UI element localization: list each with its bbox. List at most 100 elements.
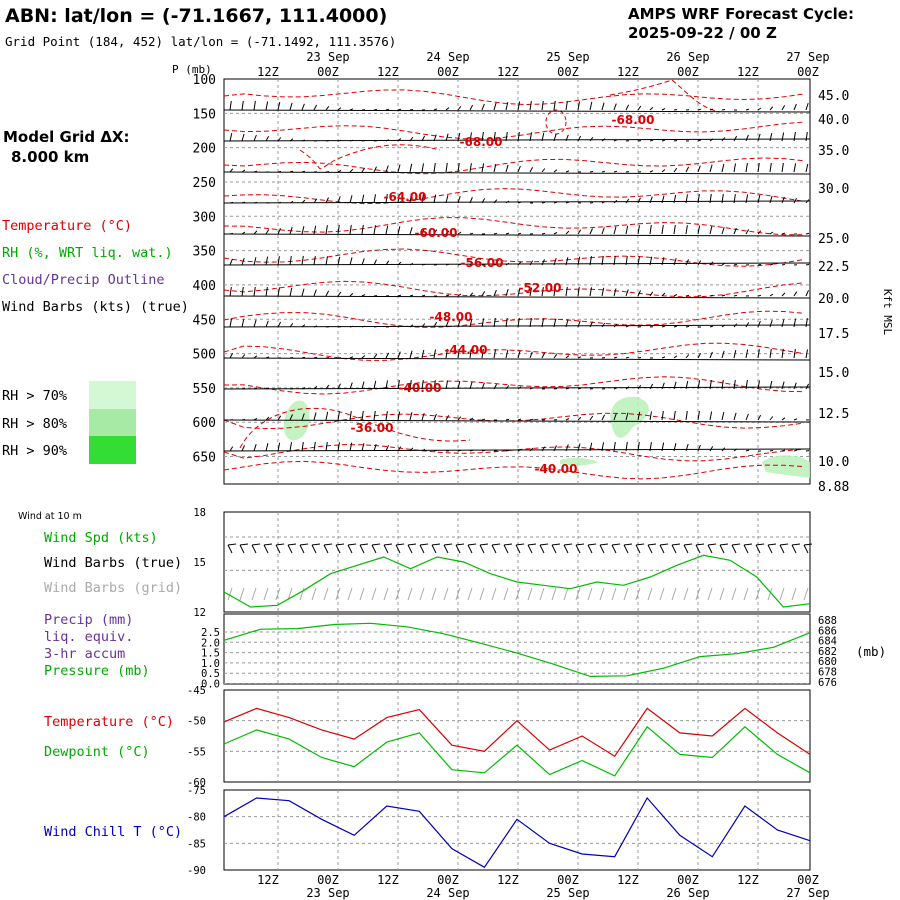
wind-barb (731, 543, 741, 546)
wind-barb (757, 414, 762, 421)
wind-barb (467, 544, 473, 554)
wind-barb (515, 543, 525, 546)
wind-barb (443, 543, 453, 546)
bottom-date-tick: 25 Sep (546, 886, 589, 900)
wind-barb-grid (239, 587, 245, 601)
wind-barb (409, 447, 414, 452)
wind-barb (541, 100, 544, 111)
wind-barb (505, 349, 509, 359)
pressure-tick-label: 550 (193, 382, 216, 397)
wind-barb (769, 416, 774, 421)
wind-barb (505, 164, 509, 173)
wind-barb (287, 544, 293, 554)
wind-barb (649, 107, 654, 111)
wind-barb (433, 108, 438, 111)
wind-barb (299, 543, 309, 546)
legend-cloud: Cloud/Precip Outline (2, 272, 165, 288)
wind-barb (625, 104, 630, 111)
pressure-tick-label: 400 (193, 279, 216, 294)
wind-barb (289, 170, 294, 173)
wind-barb (359, 543, 369, 546)
wind-barb (325, 225, 328, 235)
wind-barb (409, 350, 413, 359)
wind-barb (551, 543, 561, 546)
wind-barb (277, 137, 282, 142)
rh-90-swatch (89, 436, 136, 464)
wind-barb (457, 231, 462, 235)
wind-barb (721, 262, 726, 266)
wind-barb (577, 356, 582, 359)
wind-barb (745, 413, 749, 421)
bottom-time-tick: 12Z (257, 873, 279, 887)
wind-barb (349, 325, 354, 328)
wind-barb-grid (491, 587, 497, 601)
bottom-date-tick: 26 Sep (666, 886, 709, 900)
wind-barb (481, 418, 486, 421)
wind-chill-line (223, 796, 811, 869)
wind-barb (457, 195, 461, 204)
wind-barb (457, 449, 462, 452)
bottom-time-tick: 00Z (557, 873, 579, 887)
temperature-contour (224, 89, 805, 106)
wind-barb (541, 232, 546, 235)
wind-barb (289, 200, 294, 204)
wind-barb (565, 286, 568, 297)
wind-barb-shaft-line (224, 109, 810, 113)
wind-barb (469, 263, 474, 266)
temperature-contour (224, 310, 805, 328)
wind-speed-line (223, 554, 811, 608)
wind-barb (491, 543, 501, 546)
height-tick-label: 40.0 (818, 113, 849, 128)
wind-barb-grid (671, 587, 677, 601)
wind-barb (659, 544, 665, 554)
rh-region (560, 457, 598, 466)
wind-barb (347, 544, 353, 554)
wind-barb (755, 544, 761, 554)
wind-barb (721, 108, 726, 111)
wind-barb (757, 320, 761, 328)
wind-barb (289, 255, 292, 266)
wind-barb (397, 193, 400, 204)
wind-barb (349, 356, 354, 359)
wind-barb (241, 201, 246, 204)
wind-barb (565, 418, 570, 421)
wind-barb (733, 194, 736, 204)
wind-barb (709, 164, 713, 173)
wind-barb (335, 543, 345, 546)
pressure-unit: (mb) (856, 644, 886, 659)
wind-barb (637, 441, 640, 452)
wind-barb (301, 199, 306, 204)
pressure-line (223, 622, 811, 678)
grid-point-subtitle: Grid Point (184, 452) lat/lon = (-71.149… (5, 34, 396, 49)
rh-80-label: RH > 80% (2, 416, 67, 432)
wind-barb (263, 543, 273, 546)
bottom-time-tick: 00Z (677, 873, 699, 887)
wind-barb (733, 135, 738, 142)
pressure-tick-label: 678 (818, 667, 837, 679)
wind-barb (457, 348, 460, 359)
wind-barb (697, 380, 701, 390)
wind-barb (493, 232, 498, 235)
wind-barb (733, 263, 738, 266)
wind-barb-grid (335, 587, 341, 601)
wind-barb (565, 170, 570, 173)
pressure-tick-label: 600 (193, 416, 216, 431)
wind-barb (577, 320, 581, 328)
wind-barb (277, 201, 282, 204)
wind-barb (289, 138, 294, 142)
wind-barb (361, 410, 364, 421)
wind-barb (779, 543, 789, 546)
wind-barb (397, 446, 402, 452)
wind-barb (361, 194, 365, 204)
wind-barb (551, 544, 557, 554)
wind-barb (517, 386, 522, 390)
wind-barb-grid (311, 587, 317, 601)
wind-barb (577, 416, 582, 421)
wind-barb-grid (755, 587, 761, 601)
top-date-tick: 26 Sep (666, 50, 709, 64)
wind-barb-grid (227, 587, 233, 601)
wind-barb (661, 382, 665, 390)
wind-barb (587, 543, 597, 546)
wind-barb (301, 324, 306, 328)
wind-barb (601, 442, 604, 452)
